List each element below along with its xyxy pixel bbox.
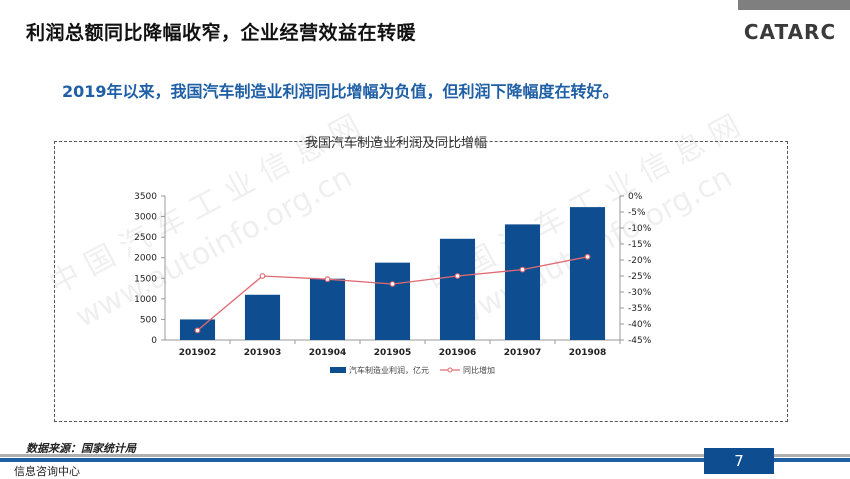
y-left-tick-label: 0 (151, 336, 157, 346)
bar (504, 224, 541, 340)
legend-marker-line (447, 367, 453, 373)
bar (569, 207, 606, 340)
y-right-tick-label: -45% (628, 336, 652, 346)
y-left-tick-label: 3500 (134, 192, 157, 202)
y-right-tick-label: 0% (628, 192, 643, 202)
bar (439, 238, 476, 340)
y-right-tick-label: -5% (628, 208, 646, 218)
y-right-tick-label: -35% (628, 304, 652, 314)
y-left-tick-label: 3000 (134, 213, 157, 223)
top-right-bar (738, 0, 850, 10)
bar (374, 262, 411, 340)
x-tick-label: 201906 (439, 348, 477, 358)
y-right-tick-label: -10% (628, 224, 652, 234)
y-right-tick-label: -40% (628, 320, 652, 330)
catarc-logo: CATARC (744, 20, 836, 44)
bar (244, 294, 281, 340)
x-tick-label: 201908 (569, 348, 607, 358)
x-tick-label: 201902 (179, 348, 217, 358)
x-tick-label: 201905 (374, 348, 412, 358)
chart-frame (54, 141, 788, 422)
y-left-tick-label: 2000 (134, 254, 157, 264)
subtitle: 2019年以来，我国汽车制造业利润同比增幅为负值，但利润下降幅度在转好。 (62, 82, 619, 101)
x-tick-label: 201904 (309, 348, 347, 358)
footer-line-gray (0, 454, 850, 457)
growth-point (519, 266, 526, 273)
y-left-tick-label: 1000 (134, 295, 157, 305)
legend-label-bar: 汽车制造业利润，亿元 (349, 365, 429, 375)
page-number: 7 (704, 448, 774, 474)
y-right-tick-label: -25% (628, 272, 652, 282)
y-left-tick-label: 1500 (134, 274, 157, 284)
y-left-tick-label: 2500 (134, 233, 157, 243)
legend-swatch-bar (330, 367, 346, 373)
y-right-tick-label: -30% (628, 288, 652, 298)
data-source: 数据来源：国家统计局 (26, 442, 136, 455)
y-right-tick-label: -15% (628, 240, 652, 250)
y-left-tick-label: 500 (140, 315, 157, 325)
growth-point (259, 273, 266, 279)
logo-text: CATARC (744, 20, 836, 44)
footer-label: 信息咨询中心 (14, 465, 80, 478)
growth-point (584, 253, 591, 260)
legend-label-line: 同比增加 (463, 365, 495, 375)
growth-point (454, 273, 461, 279)
page-title: 利润总额同比降幅收窄，企业经营效益在转暖 (26, 22, 417, 44)
bar (309, 278, 346, 340)
x-tick-label: 201907 (504, 348, 542, 358)
growth-point (194, 327, 201, 334)
y-right-tick-label: -20% (628, 256, 652, 266)
x-tick-label: 201903 (244, 348, 282, 358)
growth-point (389, 281, 396, 287)
chart-title: 我国汽车制造业利润及同比增幅 (305, 135, 487, 151)
growth-point (324, 276, 331, 283)
footer-line-blue (0, 458, 850, 462)
